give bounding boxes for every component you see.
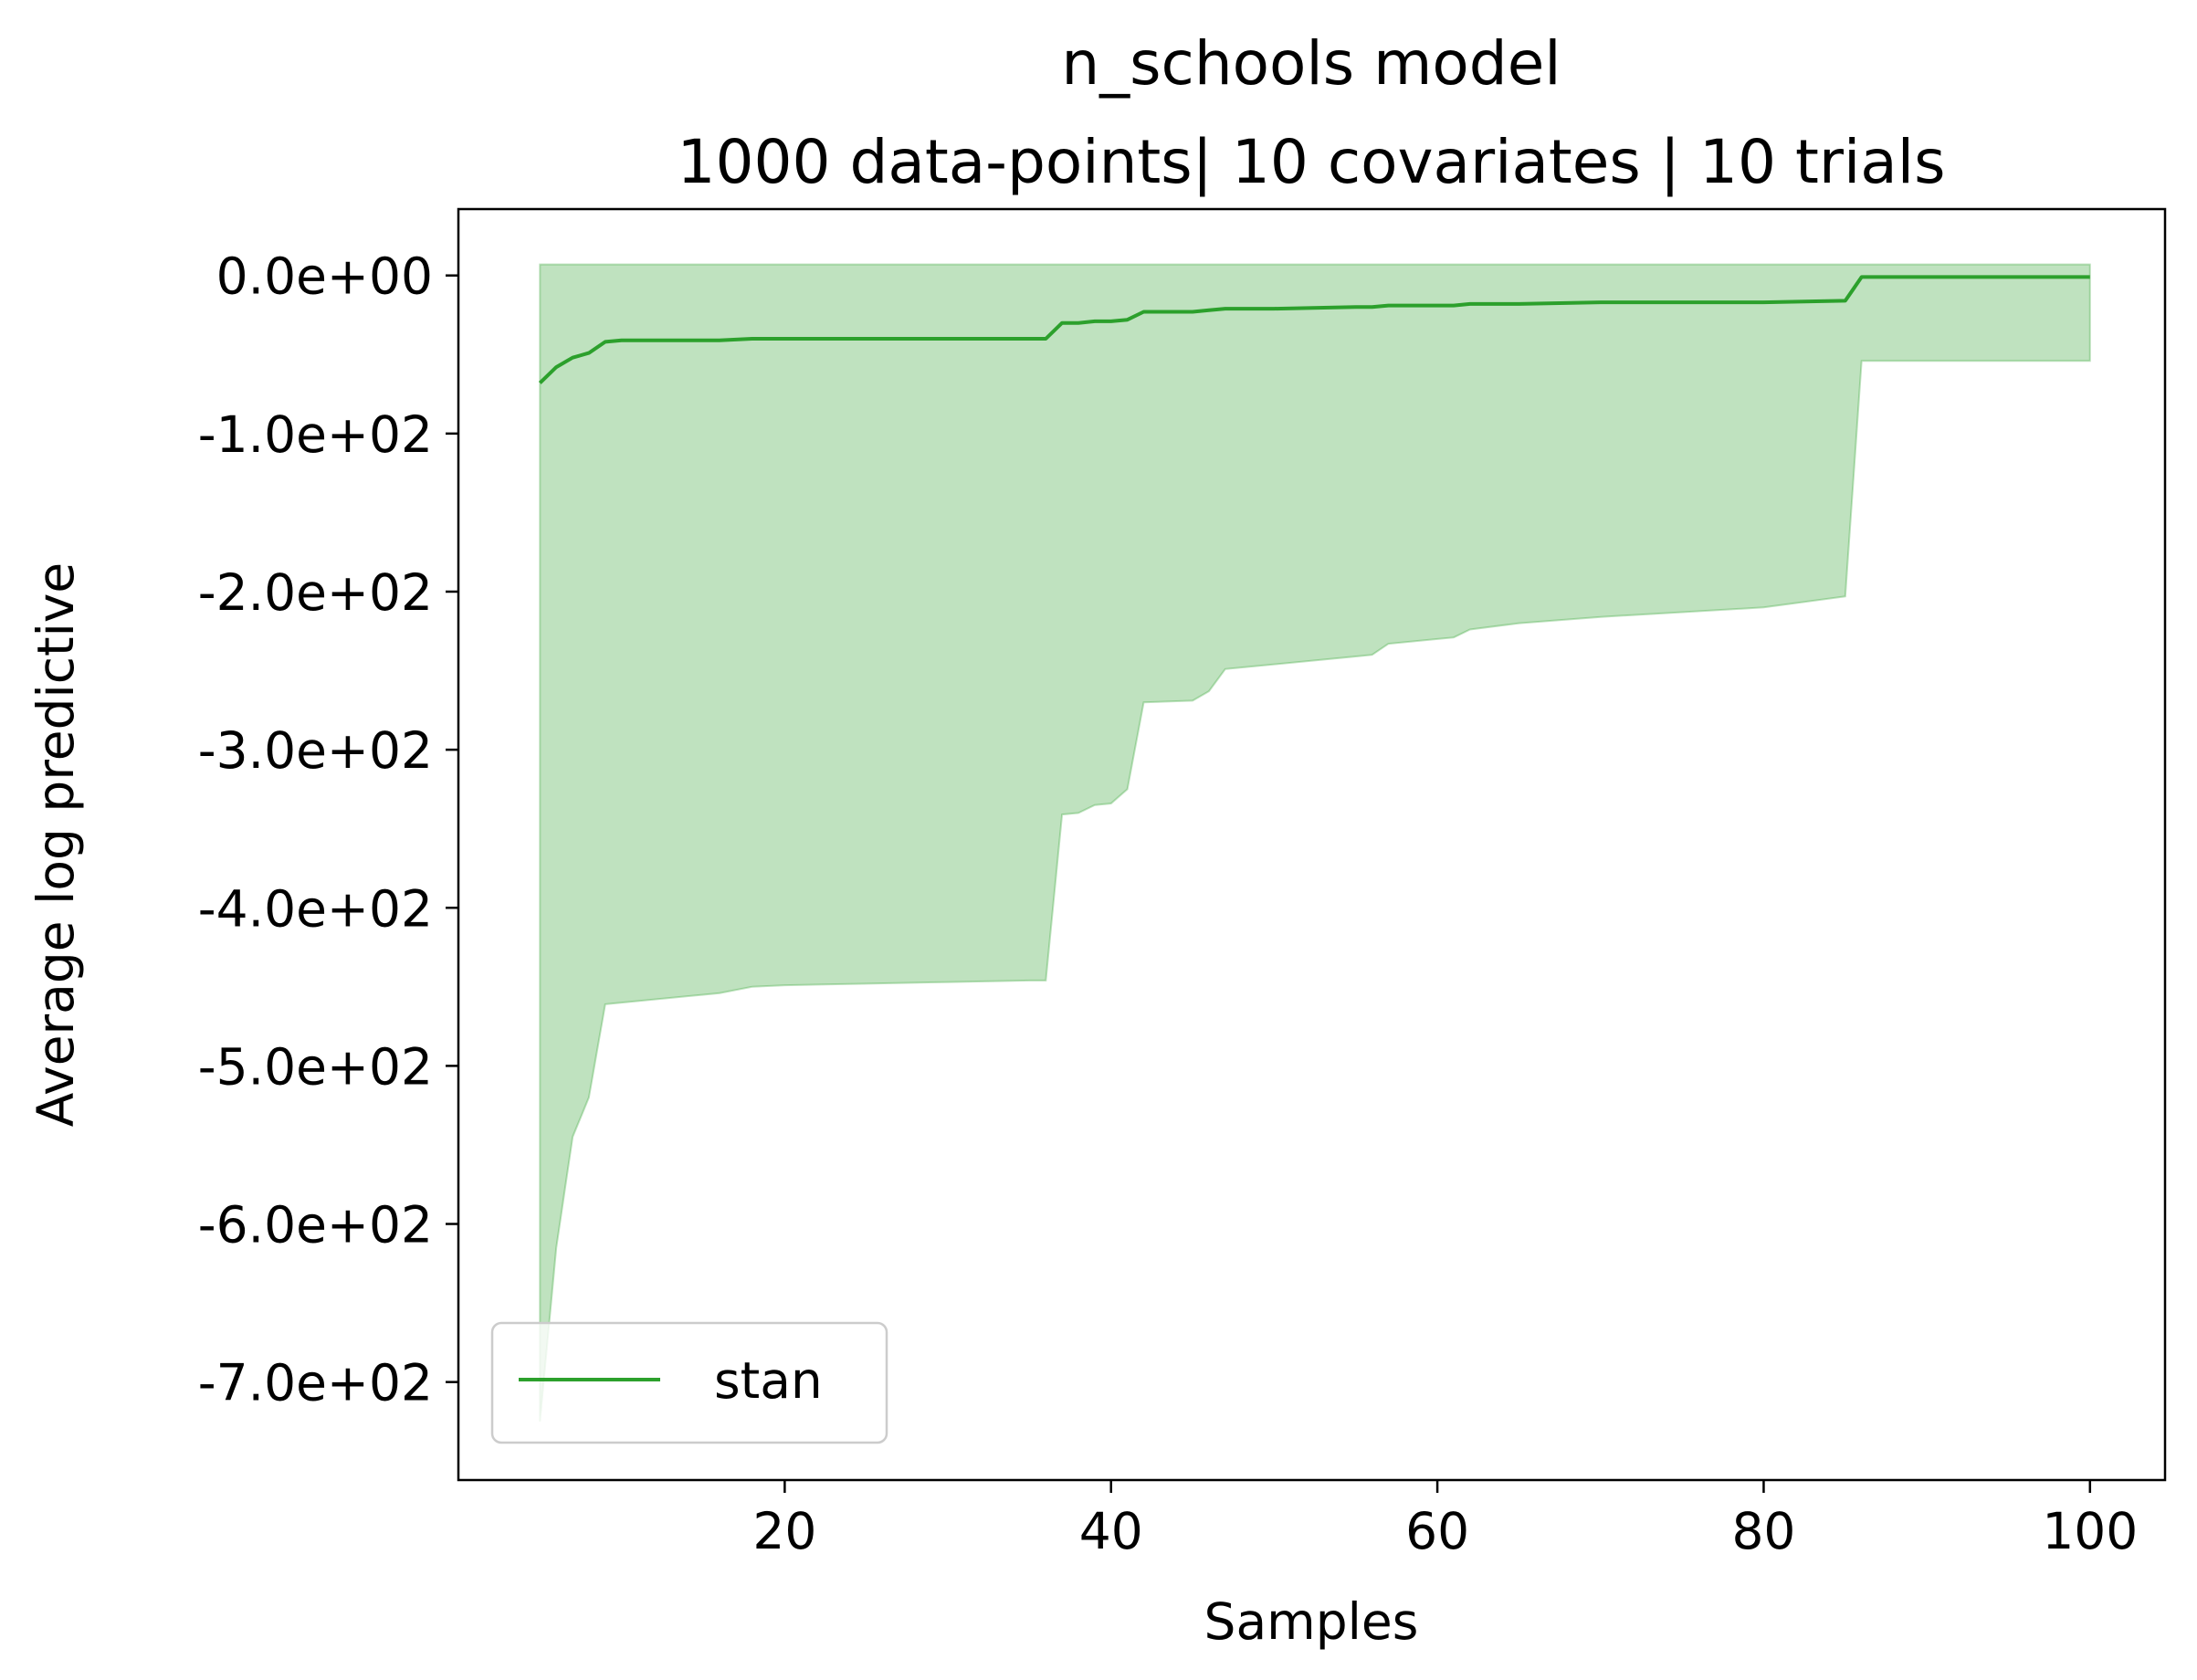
y-tick-label: -5.0e+02: [198, 1037, 433, 1096]
x-tick-label: 60: [1405, 1502, 1469, 1560]
x-axis-label: Samples: [1204, 1592, 1419, 1651]
plot-area: [538, 263, 2091, 1422]
x-tick-label: 100: [2042, 1502, 2138, 1560]
y-axis-ticks: 0.0e+00 -1.0e+02 -2.0e+02 -3.0e+02 -4.0e+02 -…: [198, 247, 458, 1412]
y-axis-label: Average log predictive: [26, 562, 85, 1127]
y-tick-label: -6.0e+02: [198, 1196, 433, 1255]
y-tick-label: -3.0e+02: [198, 721, 433, 780]
y-tick-label: -4.0e+02: [198, 879, 433, 938]
axes-frame: [457, 207, 2167, 1482]
x-axis-ticks: 20 40 60 80 100: [752, 1480, 2138, 1560]
legend-box: [490, 1321, 888, 1444]
chart-title: n_schools model: [1061, 28, 1561, 99]
series-line-stan: [538, 275, 2090, 384]
x-tick-label: 20: [752, 1502, 816, 1560]
chart-subtitle: 1000 data-points| 10 covariates | 10 tri…: [678, 127, 1946, 197]
legend: stan: [490, 1321, 888, 1444]
legend-label-stan: stan: [714, 1351, 823, 1410]
x-tick-label: 40: [1079, 1502, 1143, 1560]
y-tick-label: -7.0e+02: [198, 1354, 433, 1412]
x-tick-label: 80: [1731, 1502, 1795, 1560]
y-tick-label: 0.0e+00: [216, 247, 433, 306]
confidence-band-stan: [539, 263, 2091, 1422]
y-tick-label: -2.0e+02: [198, 563, 433, 622]
y-tick-label: -1.0e+02: [198, 405, 433, 464]
